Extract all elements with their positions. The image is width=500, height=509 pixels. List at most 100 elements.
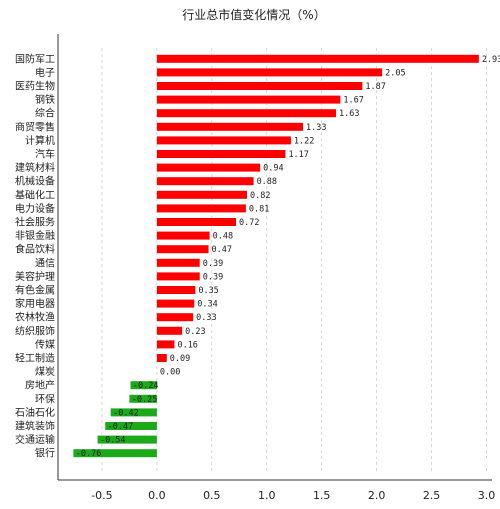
value-label: 0.16 (177, 340, 197, 350)
bar (156, 163, 261, 172)
bar (156, 340, 175, 349)
bar (156, 190, 247, 199)
category-label: 电子 (35, 66, 55, 79)
value-label: -0.54 (100, 436, 126, 446)
value-label: -0.47 (108, 422, 134, 432)
value-label: 0.82 (250, 191, 270, 201)
value-label: -0.24 (133, 381, 159, 391)
bar (156, 231, 210, 240)
bar (156, 313, 194, 322)
bar (156, 95, 341, 104)
value-label: 0.72 (239, 218, 259, 228)
category-label: 传媒 (35, 339, 55, 351)
bar (156, 68, 383, 77)
category-label: 非银金融 (15, 229, 55, 242)
value-label: 1.67 (343, 96, 363, 106)
value-label: 1.22 (294, 136, 314, 146)
chart-title: 行业总市值变化情况（%） (182, 7, 325, 22)
watermark-text: 知乎 @BenMOSInvesting (330, 454, 488, 470)
category-label: 交通运输 (15, 433, 55, 446)
category-label: 银行 (35, 447, 55, 460)
bars (73, 54, 479, 458)
category-label: 机械设备 (15, 175, 55, 188)
category-label: 石油石化 (15, 406, 55, 419)
category-label: 环保 (35, 392, 55, 405)
bar (130, 381, 157, 390)
category-label: 基础化工 (15, 188, 55, 201)
bar (156, 122, 304, 131)
category-label: 建筑材料 (15, 161, 55, 174)
category-label: 社会服务 (15, 216, 55, 229)
value-label: 0.47 (212, 245, 232, 255)
category-label: 房地产 (25, 379, 55, 392)
value-labels: 2.93 2.051.871.67 1.63 1.33 1.22 1.17 0.94 0.88… (76, 55, 500, 459)
bar (110, 408, 157, 417)
value-label: 0.09 (170, 354, 190, 364)
bar (156, 354, 167, 362)
bar (156, 286, 196, 294)
x-tick-label: 2.0 (368, 489, 386, 502)
category-label: 建筑装饰 (15, 420, 55, 433)
value-label: 1.17 (288, 150, 308, 160)
value-label: 2.05 (385, 68, 405, 78)
value-label: -0.25 (132, 395, 158, 405)
bar (156, 150, 286, 158)
bar (156, 204, 246, 213)
bar (156, 82, 363, 90)
value-label: 0.23 (185, 327, 205, 337)
value-label: 0.34 (197, 300, 217, 310)
category-label: 商贸零售 (15, 120, 55, 133)
category-label: 电力设备 (15, 202, 55, 215)
category-labels: 国防军工电子医药生物钢铁综合商贸零售计算机汽车建筑材料机械设备基础化工电力设备社… (15, 52, 55, 459)
bar (156, 54, 479, 63)
category-label: 钢铁 (35, 93, 55, 106)
value-label: 2.93 (482, 55, 500, 65)
x-tick-label: 2.5 (423, 489, 441, 502)
value-label: 1.87 (365, 82, 385, 92)
bar (105, 422, 157, 430)
bar (156, 177, 254, 186)
category-label: 国防军工 (15, 52, 55, 65)
x-tick-label: 0.5 (203, 489, 221, 502)
value-label: 1.33 (306, 123, 326, 133)
bar (156, 245, 209, 254)
value-label: 0.33 (196, 313, 216, 323)
category-label: 医药生物 (15, 80, 55, 93)
bar (97, 435, 157, 444)
value-label: 1.63 (339, 109, 359, 119)
category-label: 食品饮料 (15, 243, 55, 256)
category-label: 家用电器 (15, 297, 55, 310)
bar (156, 272, 200, 281)
category-label: 农林牧渔 (15, 311, 55, 324)
value-label: 0.94 (263, 164, 283, 174)
x-tick-label: -0.5 (91, 489, 112, 502)
value-label: 0.48 (213, 232, 233, 242)
x-tick-label: 1.0 (258, 489, 276, 502)
value-label: 0.39 (203, 259, 223, 269)
category-label: 计算机 (25, 134, 55, 147)
bar (156, 218, 236, 226)
category-label: 煤炭 (35, 365, 55, 378)
category-label: 有色金属 (15, 284, 55, 297)
bar (156, 258, 200, 267)
value-label: -0.42 (113, 408, 139, 418)
category-label: 纺织服饰 (15, 324, 55, 337)
category-label: 美容护理 (15, 270, 55, 283)
bar (129, 394, 157, 403)
value-label: 0.81 (249, 204, 269, 214)
x-tick-label: 1.5 (313, 489, 331, 502)
bar (156, 299, 195, 308)
bar (156, 326, 183, 335)
value-label: 0.88 (257, 177, 277, 187)
value-label: 0.00 (160, 368, 180, 378)
x-tick-label: 3.0 (478, 489, 496, 502)
value-label: 0.39 (203, 272, 223, 282)
category-label: 轻工制造 (15, 352, 55, 365)
x-tick-labels: -0.5 0.0 0.5 1.0 1.5 2.0 2.5 3.0 (91, 489, 495, 502)
category-label: 综合 (35, 107, 55, 120)
value-label: 0.35 (198, 286, 218, 296)
bar (156, 136, 291, 145)
category-label: 汽车 (35, 148, 55, 161)
bar (73, 449, 157, 458)
